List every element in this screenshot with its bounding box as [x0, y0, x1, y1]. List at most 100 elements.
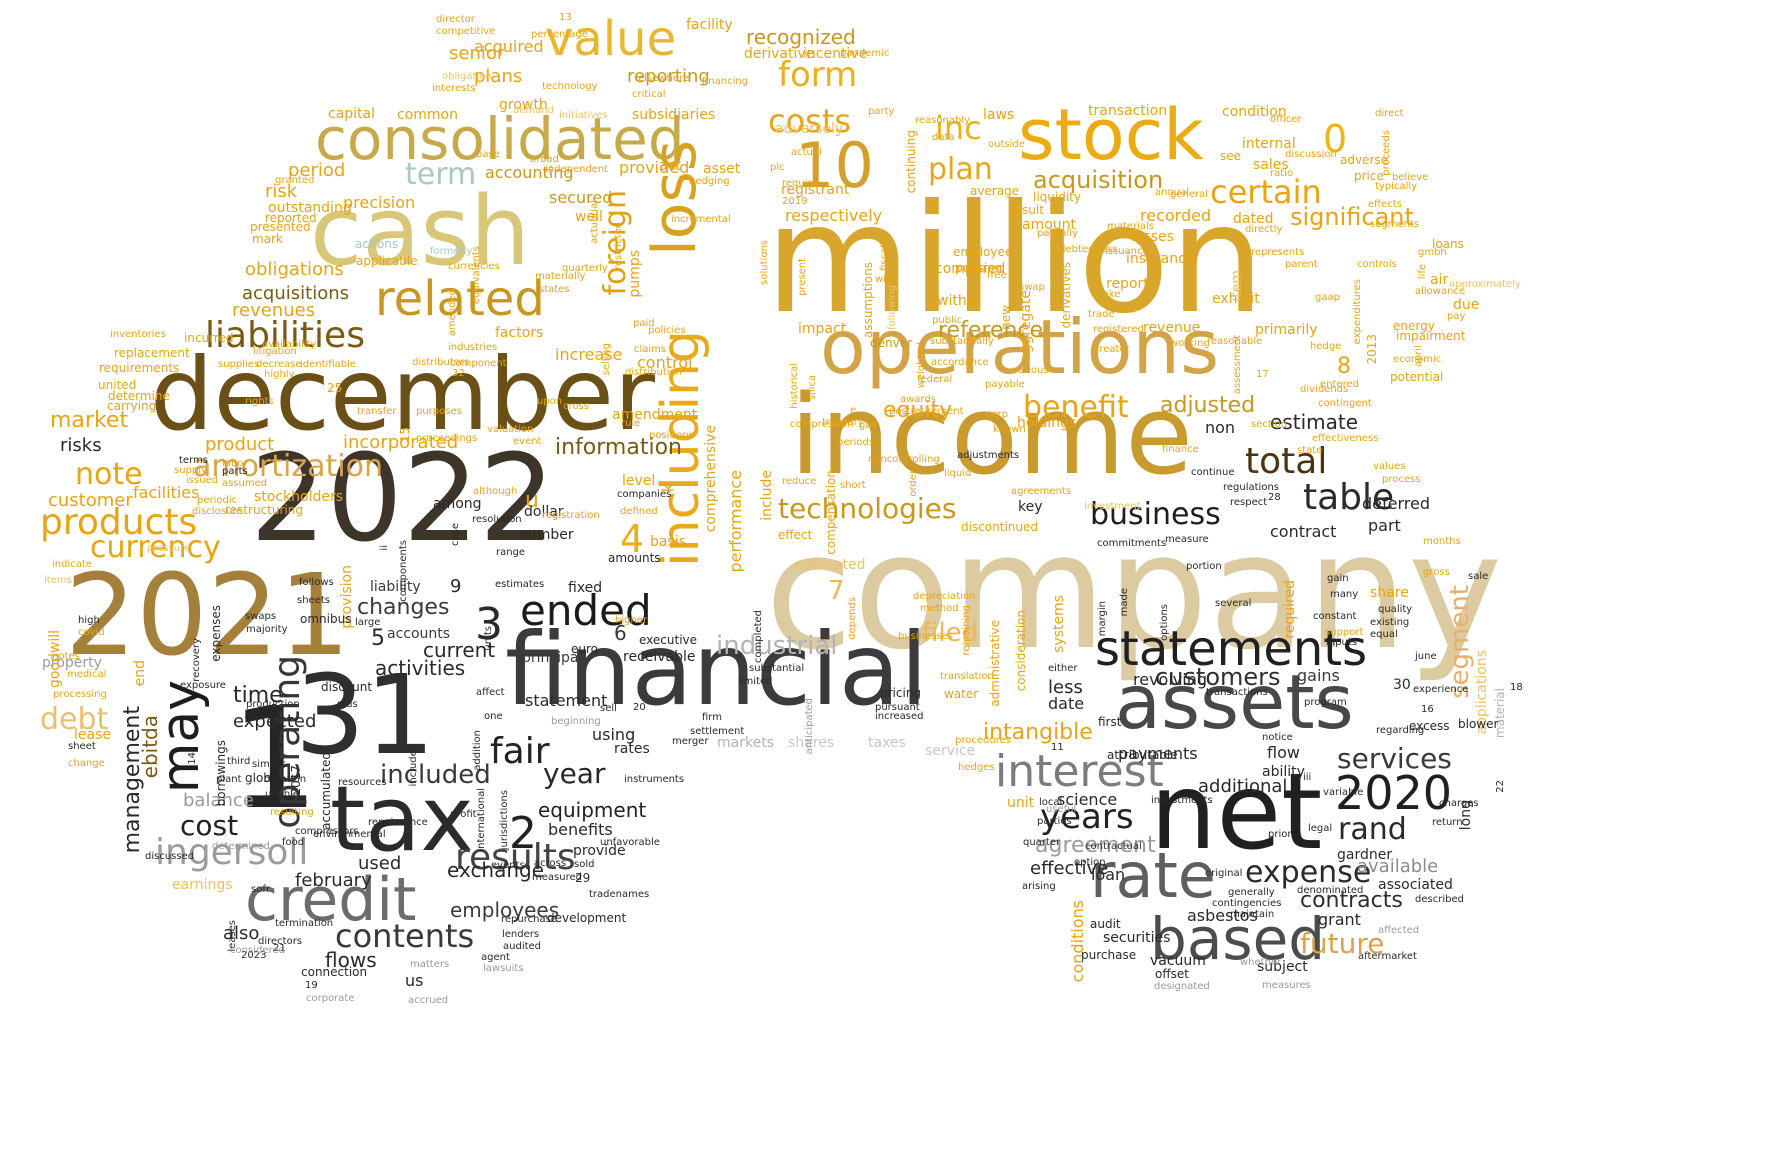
word-cloud-term: income [790, 371, 1193, 499]
word-cloud-term: management [120, 706, 145, 854]
word-cloud-term: 19 [305, 980, 318, 991]
word-cloud-term: treasury [822, 417, 864, 428]
word-cloud-term: transactions [1206, 687, 1268, 698]
word-cloud-term: deferred [1362, 494, 1430, 513]
word-cloud-term: air [1430, 272, 1449, 288]
word-cloud-term: compensation [824, 470, 838, 555]
word-cloud-term: covid [78, 627, 105, 638]
word-cloud-term: total [1245, 441, 1328, 482]
word-cloud-term: respect [1230, 497, 1268, 508]
word-cloud-term: positions [649, 430, 694, 441]
word-cloud-term: renaissance [368, 817, 428, 828]
word-cloud-term: million [765, 173, 1265, 347]
word-cloud-term: credit [245, 865, 417, 935]
word-cloud-term: 6 [614, 621, 627, 645]
word-cloud-term: actuarial [589, 200, 600, 244]
word-cloud-term: incurred [184, 331, 234, 345]
word-cloud-term: number [519, 527, 574, 543]
word-cloud-term: periodic [197, 495, 238, 506]
word-cloud-term: 2022 [250, 430, 556, 569]
word-cloud-term: pension [955, 261, 1003, 275]
word-cloud-term: plant [216, 774, 242, 785]
word-cloud-term: demand [513, 105, 555, 116]
word-cloud-term: discount [321, 680, 373, 694]
word-cloud-term: activities [375, 656, 466, 680]
word-cloud-term: derivatives [1059, 262, 1073, 329]
word-cloud-term: distribution [625, 367, 682, 378]
word-cloud-term: expense [1245, 855, 1372, 890]
word-cloud-term: paid [633, 318, 655, 329]
word-cloud-term: internal [1242, 136, 1296, 152]
word-cloud-term: swap [1019, 282, 1045, 293]
word-cloud-term: 2021 [65, 551, 351, 681]
word-cloud-term: exposure [180, 680, 226, 691]
word-cloud-term: applicable [356, 254, 418, 268]
word-cloud-term: wide [875, 274, 899, 285]
word-cloud-term: consolidated [315, 105, 685, 173]
word-cloud-term: generally [1228, 887, 1275, 898]
word-cloud-term: included [380, 760, 491, 790]
word-cloud-term: third [227, 756, 251, 767]
word-cloud-term: gains [1297, 666, 1340, 685]
word-cloud-term: components [398, 540, 409, 602]
word-cloud-term: 2019 [782, 196, 808, 207]
word-cloud-term: act [659, 158, 681, 174]
word-cloud-term: energy [1393, 319, 1435, 333]
word-cloud-term: period [288, 160, 346, 181]
word-cloud-term: used [358, 853, 402, 874]
word-cloud-term: useful [1046, 804, 1077, 815]
word-cloud-term: control [637, 353, 693, 372]
word-cloud-term: designated [1154, 981, 1210, 992]
word-cloud-term: transaction [1088, 103, 1168, 119]
word-cloud-term: assessment [1232, 335, 1243, 395]
word-cloud-term: initiatives [559, 110, 608, 121]
word-cloud-term: issuance [1105, 246, 1149, 257]
word-cloud-term: accumulated [319, 752, 333, 830]
word-cloud-term: upon [537, 396, 563, 407]
word-cloud-term: maintain [1230, 909, 1275, 920]
word-cloud-term: impairment [1396, 329, 1466, 343]
word-cloud-term: registration [542, 510, 600, 521]
word-cloud-term: presented [250, 220, 311, 234]
word-cloud-term: legal [1308, 823, 1333, 834]
word-cloud-term: resulting [270, 807, 314, 818]
word-cloud-term: new [999, 305, 1013, 330]
word-cloud-term: rule [621, 418, 641, 429]
word-cloud-term: data [932, 132, 955, 143]
word-cloud-term: revenues [232, 300, 316, 321]
word-cloud-term: depreciation [913, 591, 976, 602]
word-cloud-term: information [555, 435, 682, 460]
word-cloud-term: 7 [828, 576, 845, 606]
word-cloud-term: pressure [147, 543, 191, 554]
word-cloud-term: adversely [775, 121, 844, 137]
word-cloud-term: factors [495, 325, 544, 341]
word-cloud-term: materially [535, 271, 586, 282]
word-cloud-term: claims [634, 344, 667, 355]
word-cloud-term: ii [379, 545, 390, 551]
word-cloud-term: vacuum [1150, 953, 1206, 969]
word-cloud-term: remaining [961, 605, 972, 656]
word-cloud-term: periods [837, 437, 875, 448]
word-cloud-term: procedures [955, 735, 1011, 746]
word-cloud-term: large [355, 617, 381, 628]
word-cloud-term: weighted [916, 342, 927, 389]
word-cloud-term: measures [1262, 980, 1311, 991]
word-cloud-term: increased [875, 711, 924, 722]
word-cloud-term: obligation [442, 71, 492, 82]
word-cloud-term: entered [1320, 379, 1359, 390]
word-cloud-term: following [887, 285, 898, 330]
word-cloud-term: gaap [1315, 292, 1340, 303]
word-cloud-term: provided [619, 158, 690, 177]
word-cloud-term: lease [74, 727, 111, 743]
word-cloud-term: restructuring [225, 503, 303, 517]
word-cloud-term: trade [1088, 309, 1115, 320]
word-cloud-term: 32 [452, 368, 465, 379]
word-cloud-term: affected [1378, 925, 1420, 936]
word-cloud-term: several [1215, 598, 1252, 609]
word-cloud-term: regulations [1223, 482, 1280, 493]
word-cloud-term: dated [1233, 211, 1274, 227]
word-cloud-term: across [534, 858, 567, 869]
word-cloud-term: term [405, 157, 477, 192]
word-cloud-term: similar [252, 759, 286, 770]
word-cloud-term: first [1098, 715, 1122, 729]
